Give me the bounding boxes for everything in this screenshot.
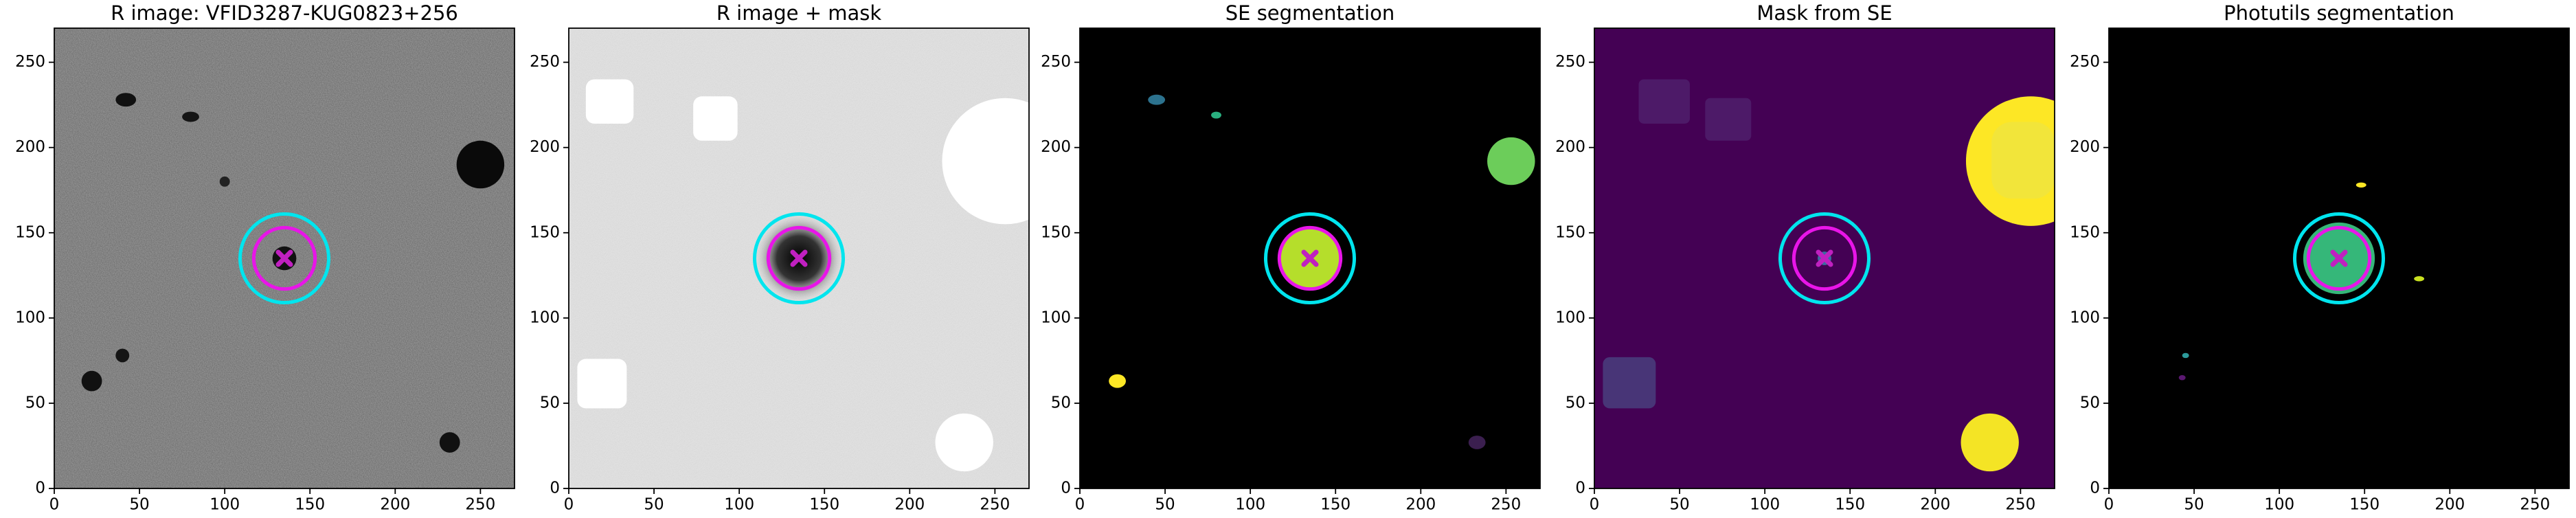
image-panel <box>569 28 1029 488</box>
y-tick-label: 150 <box>1555 223 1585 241</box>
y-tick-label: 150 <box>2070 223 2100 241</box>
x-tick-label: 250 <box>980 496 1010 514</box>
y-tick-label: 100 <box>2070 308 2100 326</box>
x-tick-label: 250 <box>2005 496 2035 514</box>
x-tick-label: 250 <box>2520 496 2550 514</box>
panel-title: R image: VFID3287-KUG0823+256 <box>111 1 458 25</box>
x-tick-label: 150 <box>2349 496 2380 514</box>
x-tick-label: 50 <box>129 496 149 514</box>
x-tick-label: 250 <box>1491 496 1521 514</box>
axes-frame <box>1594 27 2055 489</box>
aperture-circle <box>2306 225 2372 291</box>
x-tick-label: 100 <box>1235 496 1265 514</box>
y-tick-label: 200 <box>530 138 560 156</box>
y-tick-label: 0 <box>1061 480 1071 497</box>
y-tick-label: 100 <box>530 308 560 326</box>
y-tick-label: 100 <box>1041 308 1071 326</box>
x-tick-label: 100 <box>210 496 240 514</box>
x-tick-label: 250 <box>465 496 495 514</box>
aperture-circle <box>766 225 832 291</box>
center-marker <box>1301 249 1319 267</box>
center-marker <box>790 249 808 267</box>
x-tick-label: 50 <box>1155 496 1175 514</box>
x-tick-label: 150 <box>1320 496 1351 514</box>
center-marker <box>2330 249 2348 267</box>
y-tick-label: 200 <box>1041 138 1071 156</box>
x-tick-label: 0 <box>2104 496 2114 514</box>
y-tick-label: 250 <box>1555 53 1585 71</box>
axes-frame <box>2108 27 2570 489</box>
x-tick-label: 200 <box>2434 496 2465 514</box>
panel-title: R image + mask <box>716 1 882 25</box>
aperture-circle <box>1277 225 1343 291</box>
aperture-circle <box>2292 212 2386 305</box>
axes-frame <box>1079 27 1541 489</box>
y-tick-label: 50 <box>540 394 560 412</box>
y-tick-label: 150 <box>1041 223 1071 241</box>
y-tick-label: 200 <box>15 138 45 156</box>
center-marker <box>1816 249 1833 267</box>
y-tick-label: 250 <box>2070 53 2100 71</box>
aperture-circle <box>238 212 331 305</box>
x-tick-label: 50 <box>1669 496 1689 514</box>
x-tick-label: 50 <box>644 496 664 514</box>
y-tick-label: 100 <box>1555 308 1585 326</box>
x-tick-label: 150 <box>1835 496 1865 514</box>
aperture-circle <box>1792 225 1857 291</box>
x-tick-label: 150 <box>295 496 325 514</box>
x-tick-label: 200 <box>1920 496 1950 514</box>
x-tick-label: 0 <box>1590 496 1600 514</box>
x-tick-label: 0 <box>1075 496 1085 514</box>
y-tick-label: 50 <box>25 394 45 412</box>
y-tick-label: 250 <box>530 53 560 71</box>
panel-title: Mask from SE <box>1756 1 1892 25</box>
y-tick-label: 0 <box>2090 480 2100 497</box>
image-panel <box>1594 28 2055 488</box>
panel-title: Photutils segmentation <box>2224 1 2454 25</box>
y-tick-label: 250 <box>15 53 45 71</box>
axes-frame <box>54 27 515 489</box>
x-tick-label: 0 <box>564 496 574 514</box>
x-tick-label: 150 <box>809 496 839 514</box>
y-tick-label: 200 <box>2070 138 2100 156</box>
aperture-circle <box>1778 212 1871 305</box>
y-tick-label: 50 <box>2080 394 2100 412</box>
y-tick-label: 100 <box>15 308 45 326</box>
aperture-circle <box>752 212 846 305</box>
panel-title: SE segmentation <box>1225 1 1394 25</box>
y-tick-label: 0 <box>35 480 45 497</box>
y-tick-label: 50 <box>1051 394 1071 412</box>
y-tick-label: 250 <box>1041 53 1071 71</box>
y-tick-label: 50 <box>1566 394 1585 412</box>
y-tick-label: 150 <box>530 223 560 241</box>
y-tick-label: 200 <box>1555 138 1585 156</box>
y-tick-label: 150 <box>15 223 45 241</box>
x-tick-label: 100 <box>2264 496 2294 514</box>
aperture-circle <box>251 225 317 291</box>
x-tick-label: 200 <box>1405 496 1436 514</box>
center-marker <box>275 249 293 267</box>
aperture-circle <box>1263 212 1357 305</box>
x-tick-label: 200 <box>380 496 410 514</box>
axes-frame <box>568 27 1030 489</box>
y-tick-label: 0 <box>1575 480 1585 497</box>
x-tick-label: 100 <box>1750 496 1780 514</box>
x-tick-label: 50 <box>2184 496 2204 514</box>
y-tick-label: 0 <box>550 480 560 497</box>
x-tick-label: 0 <box>49 496 60 514</box>
x-tick-label: 100 <box>724 496 754 514</box>
x-tick-label: 200 <box>894 496 925 514</box>
